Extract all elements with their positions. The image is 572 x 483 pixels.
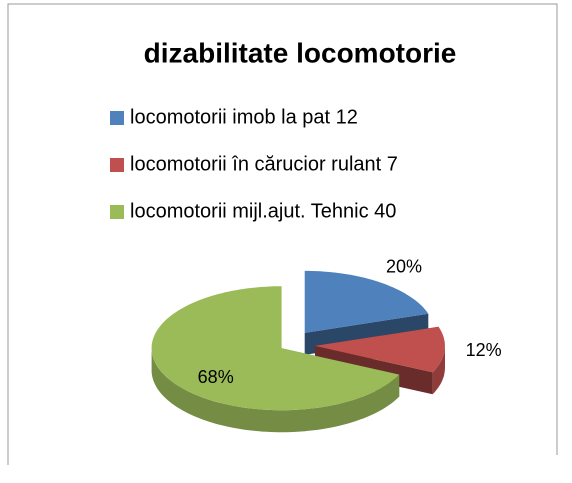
- legend-label: locomotorii imob la pat 12: [130, 106, 358, 128]
- data-label: 12%: [466, 340, 502, 360]
- data-label: 20%: [386, 256, 422, 276]
- legend-swatch: [110, 111, 124, 125]
- data-label: 68%: [198, 367, 234, 387]
- legend-label: locomotorii mijl.ajut. Tehnic 40: [130, 200, 396, 222]
- legend-swatch: [110, 205, 124, 219]
- chart-frame: [7, 3, 558, 465]
- slice: [151, 286, 400, 411]
- slice-rim: [151, 348, 400, 433]
- legend-label: locomotorii în cărucior rulant 7: [130, 153, 398, 175]
- chart-title: dizabilitate locomotorie: [144, 37, 457, 68]
- legend-swatch: [110, 158, 124, 172]
- slice: [315, 326, 445, 373]
- slice: [304, 270, 429, 333]
- slice-rim: [432, 345, 445, 395]
